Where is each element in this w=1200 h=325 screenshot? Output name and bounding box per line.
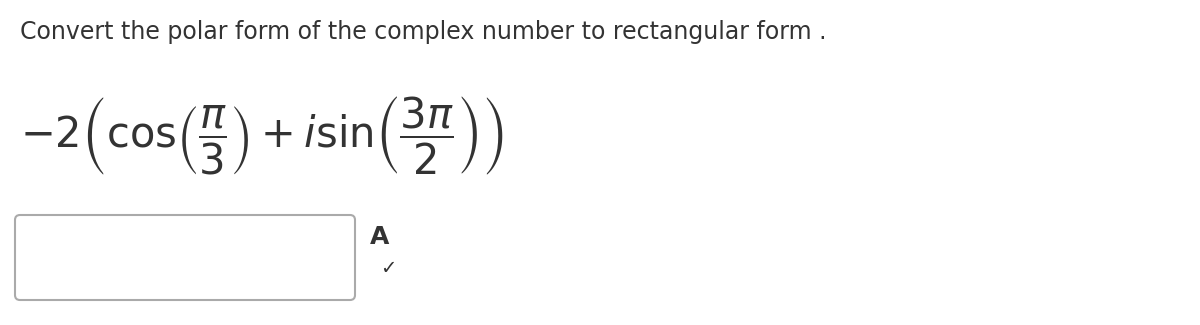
Text: ✓: ✓ [380, 259, 396, 278]
Text: $-2\left(\cos\!\left(\dfrac{\pi}{3}\right) + i\sin\!\left(\dfrac{3\pi}{2}\right): $-2\left(\cos\!\left(\dfrac{\pi}{3}\righ… [20, 95, 504, 177]
Text: Convert the polar form of the complex number to rectangular form .: Convert the polar form of the complex nu… [20, 20, 827, 44]
Text: A: A [370, 225, 389, 249]
FancyBboxPatch shape [16, 215, 355, 300]
